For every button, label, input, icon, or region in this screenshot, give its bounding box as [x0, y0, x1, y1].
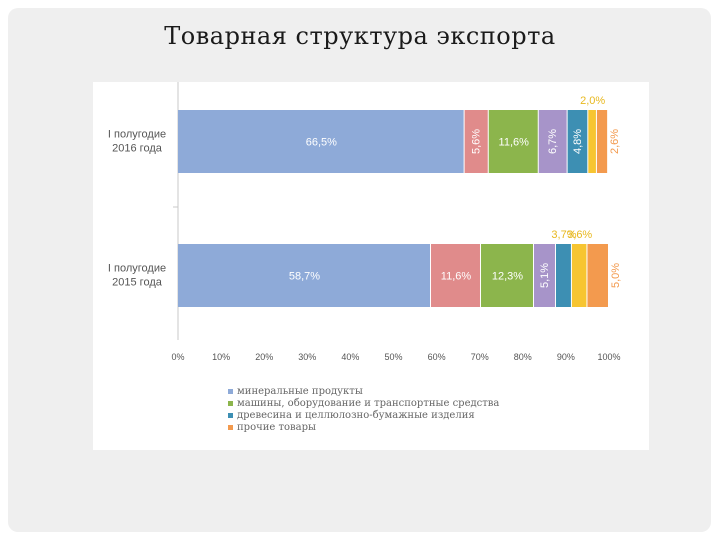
slide-title: Товарная структура экспорта — [164, 22, 556, 50]
category-label: I полугодие 2015 года — [108, 263, 166, 289]
x-tick-label: 20% — [255, 352, 273, 362]
data-label: 5,0% — [610, 263, 622, 288]
legend-label: минеральные продукты — [237, 385, 363, 397]
bar-segment — [571, 244, 587, 307]
bar-segment — [596, 110, 608, 173]
bar-segment — [588, 110, 596, 173]
bar-segment — [538, 110, 567, 173]
bar-segment — [464, 110, 488, 173]
stacked-bar-chart: I полугодие 2016 года I полугодие 2015 года… — [108, 82, 622, 362]
bar-segment — [567, 110, 588, 173]
category-label: I полугодие 2016 года — [108, 129, 166, 155]
x-tick-label: 10% — [212, 352, 230, 362]
x-tick-label: 80% — [514, 352, 532, 362]
x-tick-label: 50% — [384, 352, 402, 362]
legend-swatch — [228, 388, 233, 394]
chart-card: I полугодие 2016 года I полугодие 2015 года… — [93, 82, 649, 450]
legend-item: минеральные продукты — [228, 385, 548, 397]
bar-segment — [488, 110, 538, 173]
bar-segment — [178, 244, 430, 307]
data-label: 66,5% — [306, 137, 337, 149]
legend-item: машины, оборудование и транспортные сред… — [228, 397, 548, 409]
legend-label: древесина и целлюлозно-бумажные изделия — [237, 409, 475, 421]
x-tick-label: 90% — [557, 352, 575, 362]
data-label: 11,6% — [441, 271, 472, 283]
data-label: 3,7% — [551, 229, 576, 241]
x-tick-label: 40% — [341, 352, 359, 362]
data-label: 4,8% — [572, 129, 584, 154]
x-tick-label: 30% — [298, 352, 316, 362]
legend-swatch — [228, 412, 233, 418]
x-tick-label: 70% — [471, 352, 489, 362]
legend-swatch — [228, 424, 233, 430]
legend-swatch — [228, 400, 233, 406]
data-label: 11,6% — [499, 137, 530, 149]
legend-item: древесина и целлюлозно-бумажные изделия — [228, 409, 548, 421]
bar-segment — [430, 244, 480, 307]
bar-segment — [534, 244, 555, 307]
legend-item: прочие товары — [228, 421, 548, 433]
chart-legend: минеральные продукты машины, оборудование… — [228, 385, 548, 433]
bar-segment — [587, 244, 608, 307]
bar-segment — [555, 244, 571, 307]
data-label: 2,6% — [609, 129, 621, 154]
data-label: 3,6% — [567, 229, 592, 241]
x-tick-label: 60% — [428, 352, 446, 362]
data-label: 2,0% — [580, 95, 605, 107]
data-label: 6,7% — [547, 129, 559, 154]
bar-segment — [178, 110, 464, 173]
x-tick-label: 100% — [597, 352, 620, 362]
legend-label: машины, оборудование и транспортные сред… — [237, 397, 500, 409]
legend-label: прочие товары — [237, 421, 316, 433]
bar-segment — [480, 244, 534, 307]
data-label: 58,7% — [289, 271, 320, 283]
data-label: 5,1% — [539, 263, 551, 288]
x-tick-label: 0% — [171, 352, 184, 362]
data-label: 5,6% — [471, 129, 483, 154]
data-label: 12,3% — [492, 271, 523, 283]
